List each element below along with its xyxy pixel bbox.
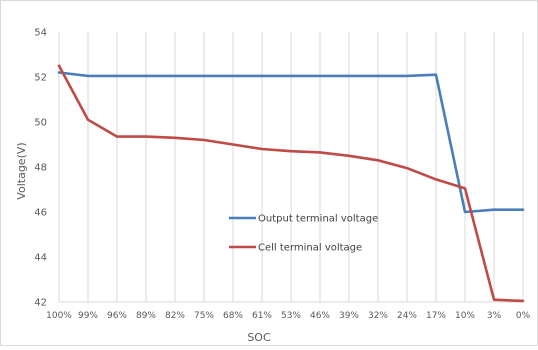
x-tick-label: 0% — [516, 311, 531, 321]
x-tick-label: 53% — [281, 311, 301, 321]
y-tick-label: 48 — [34, 163, 47, 174]
legend-label: Cell terminal voltage — [258, 243, 362, 254]
x-tick-label: 61% — [252, 311, 272, 321]
gridlines — [58, 32, 524, 303]
x-tick-label: 46% — [310, 311, 330, 321]
y-tick-label: 44 — [34, 253, 47, 264]
x-tick-label: 10% — [455, 311, 475, 321]
x-tick-label: 3% — [487, 311, 502, 321]
legend: Output terminal voltage Cell terminal vol… — [229, 214, 378, 254]
x-tick-label: 68% — [223, 311, 243, 321]
series-lines — [57, 64, 525, 303]
x-tick-label: 39% — [339, 311, 359, 321]
x-tick-label: 89% — [136, 311, 156, 321]
x-tick-label: 17% — [426, 311, 446, 321]
x-tick-label: 82% — [165, 311, 185, 321]
x-tick-label: 32% — [368, 311, 388, 321]
x-axis-label: SOC — [247, 331, 271, 344]
y-tick-labels: 42 44 46 48 50 52 54 — [34, 28, 47, 309]
y-tick-label: 54 — [34, 28, 47, 39]
x-tick-label: 24% — [397, 311, 417, 321]
y-tick-label: 50 — [34, 118, 47, 129]
y-axis-label: Voltage(V) — [15, 142, 28, 199]
x-tick-labels: 100% 99% 96% 89% 82% 75% 68% 61% 53% 46% 39% 32% 24%… — [46, 311, 530, 321]
x-tick-label: 99% — [78, 311, 98, 321]
y-tick-label: 46 — [34, 208, 47, 219]
x-tick-label: 96% — [107, 311, 127, 321]
legend-label: Output terminal voltage — [258, 214, 378, 225]
x-tick-label: 100% — [46, 311, 72, 321]
voltage-soc-chart: 42 44 46 48 50 52 54 100% 99% 96% 89% 82% 75% 68% 61%… — [15, 28, 531, 345]
y-tick-label: 42 — [34, 298, 47, 309]
series-line-2 — [57, 64, 525, 303]
y-tick-label: 52 — [34, 73, 47, 84]
series-line-1 — [57, 71, 525, 214]
x-tick-label: 75% — [194, 311, 214, 321]
